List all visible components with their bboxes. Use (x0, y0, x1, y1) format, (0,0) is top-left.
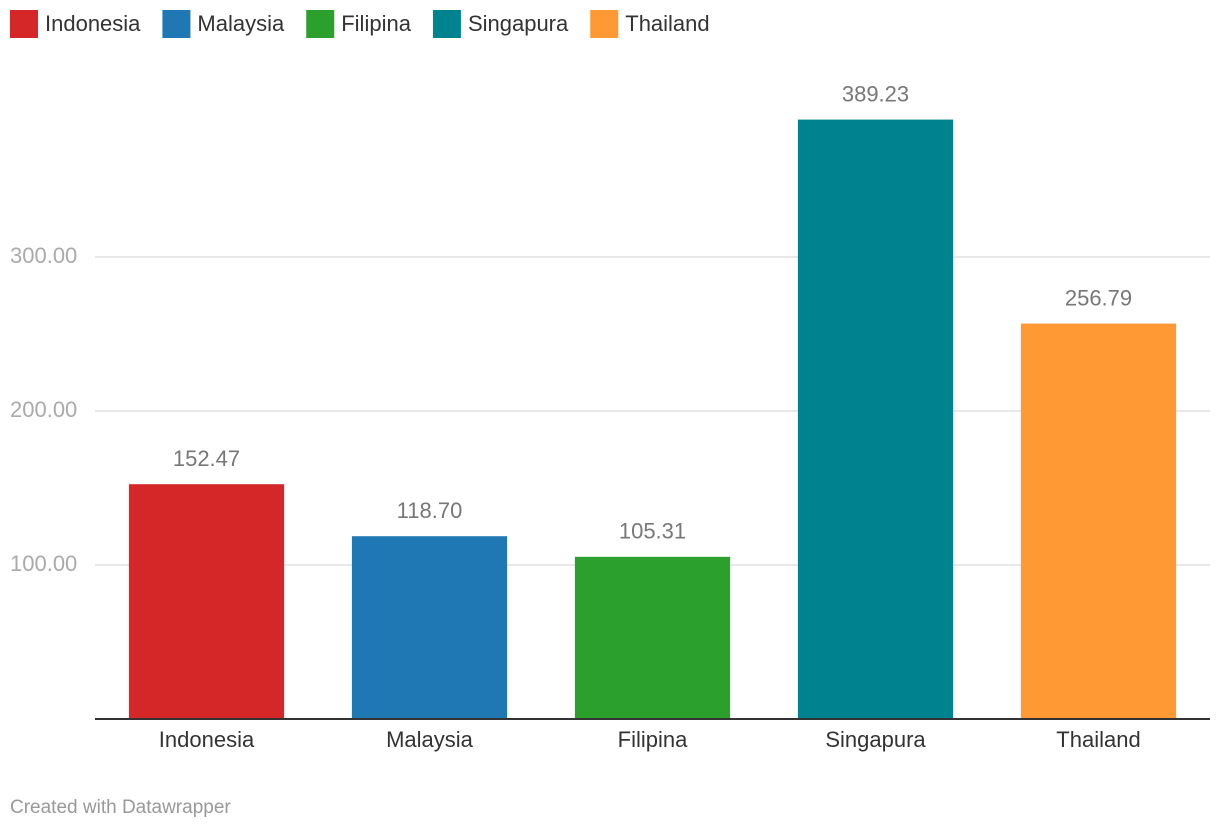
legend-swatch (162, 10, 191, 38)
y-tick-label: 200.00 (10, 397, 77, 422)
legend-label: Singapura (468, 11, 569, 36)
x-tick-label: Malaysia (386, 727, 474, 752)
value-label: 256.79 (1065, 285, 1132, 310)
value-label: 152.47 (173, 446, 240, 471)
bar (574, 556, 731, 719)
y-tick-label: 300.00 (10, 243, 77, 268)
value-label: 389.23 (842, 81, 909, 106)
y-tick-label: 100.00 (10, 551, 77, 576)
legend-label: Malaysia (197, 11, 285, 36)
bar (1020, 323, 1177, 719)
bar (351, 536, 508, 719)
x-tick-label: Singapura (825, 727, 926, 752)
legend-label: Thailand (625, 11, 709, 36)
legend-swatch (590, 10, 619, 38)
bar (128, 484, 285, 719)
legend-label: Indonesia (45, 11, 141, 36)
x-tick-label: Indonesia (159, 727, 255, 752)
credit: Created with Datawrapper (10, 797, 231, 818)
x-tick-label: Thailand (1056, 727, 1140, 752)
bar (797, 119, 954, 719)
value-label: 105.31 (619, 519, 686, 544)
legend-label: Filipina (341, 11, 411, 36)
legend-swatch (306, 10, 335, 38)
x-tick-label: Filipina (618, 727, 688, 752)
legend-swatch (10, 10, 38, 38)
value-label: 118.70 (397, 498, 463, 523)
legend-swatch (432, 10, 461, 38)
